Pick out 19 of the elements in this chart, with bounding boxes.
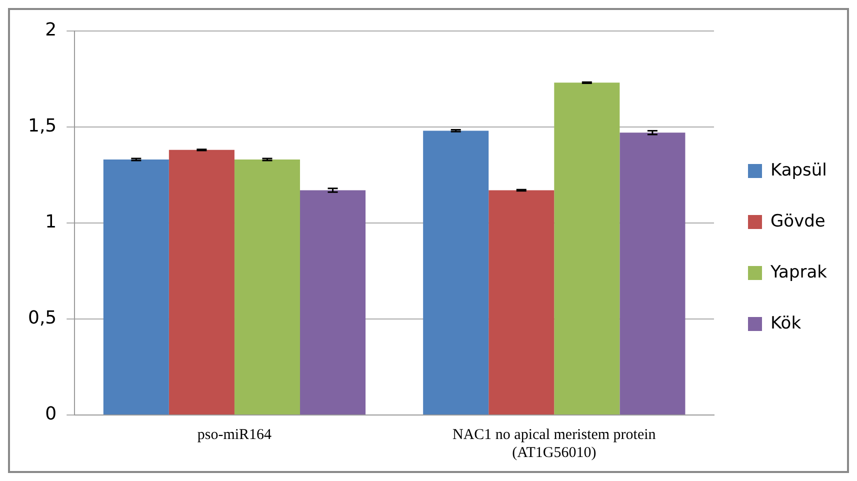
legend-label: Kök xyxy=(770,313,802,334)
y-tick-label: 1,5 xyxy=(28,116,57,137)
bar xyxy=(234,160,300,414)
bar xyxy=(168,150,234,414)
bar xyxy=(103,160,169,414)
x-tick-label: pso-miR164 xyxy=(197,426,272,443)
bar xyxy=(554,82,620,414)
bar xyxy=(620,132,686,414)
legend-label: Yaprak xyxy=(769,262,828,282)
y-tick-label: 0,5 xyxy=(28,308,57,329)
bar xyxy=(488,190,554,414)
y-tick-label: 2 xyxy=(45,19,57,40)
bar xyxy=(300,190,366,414)
bar xyxy=(423,130,489,414)
y-tick-label: 1 xyxy=(45,212,57,233)
x-tick-label: NAC1 no apical meristem protein (AT1G56010) xyxy=(452,426,656,461)
y-tick-label: 0 xyxy=(45,404,57,425)
legend-label: Gövde xyxy=(770,211,826,232)
legend-label: Kapsül xyxy=(770,160,827,180)
